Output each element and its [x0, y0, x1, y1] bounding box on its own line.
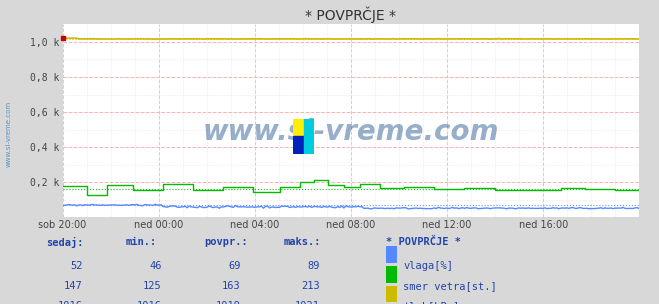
Bar: [293, 119, 304, 136]
Text: 1021: 1021: [295, 301, 320, 304]
Text: povpr.:: povpr.:: [204, 237, 248, 247]
Text: tlak[hPa]: tlak[hPa]: [403, 301, 459, 304]
Bar: [304, 119, 314, 136]
Text: 69: 69: [228, 261, 241, 271]
Text: vlaga[%]: vlaga[%]: [403, 261, 453, 271]
Text: sedaj:: sedaj:: [46, 237, 84, 248]
Text: min.:: min.:: [125, 237, 156, 247]
Text: www.si-vreme.com: www.si-vreme.com: [203, 119, 499, 147]
Text: 52: 52: [70, 261, 82, 271]
Text: 125: 125: [143, 281, 161, 291]
Bar: [304, 136, 314, 154]
Text: 147: 147: [64, 281, 82, 291]
Text: 213: 213: [301, 281, 320, 291]
Text: 46: 46: [149, 261, 161, 271]
Text: * POVPRČJE *: * POVPRČJE *: [386, 237, 461, 247]
Text: 1019: 1019: [215, 301, 241, 304]
Text: smer vetra[st.]: smer vetra[st.]: [403, 281, 497, 291]
Text: 89: 89: [307, 261, 320, 271]
Text: 1016: 1016: [136, 301, 161, 304]
Title: * POVPRČJE *: * POVPRČJE *: [305, 7, 397, 23]
Text: 1016: 1016: [57, 301, 82, 304]
Text: 163: 163: [222, 281, 241, 291]
Text: maks.:: maks.:: [283, 237, 321, 247]
Bar: [293, 136, 304, 154]
Text: www.si-vreme.com: www.si-vreme.com: [5, 101, 12, 167]
